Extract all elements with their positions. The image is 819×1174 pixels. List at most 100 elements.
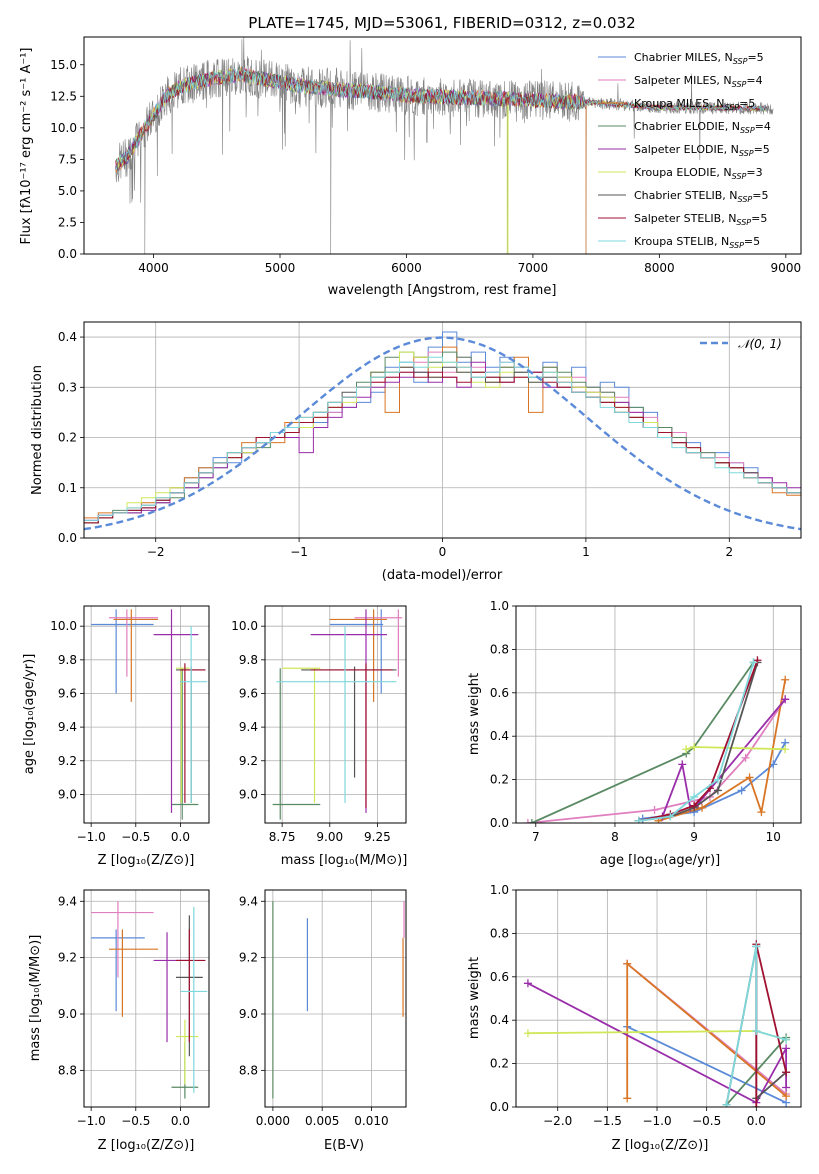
wAge-ytick-label: 0.4 <box>490 729 509 743</box>
ageM-xtick-label: 9.25 <box>364 830 391 844</box>
wAge-series-marker <box>690 801 699 810</box>
wAge-ytick-label: 0.6 <box>490 686 509 700</box>
wZ-series-marker <box>523 979 532 988</box>
wZ-ytick-label: 0.8 <box>490 926 509 940</box>
wZ-series-line <box>725 946 787 1105</box>
wZ-series-marker <box>523 1029 532 1038</box>
weight-vs-age-panel: age [log₁₀(age/yr)] mass weight 7 8 9 10 0.0… <box>467 599 802 868</box>
age-vs-mass-panel: mass [log₁₀(M/M⊙)] 8.75 9.00 9.25 9.0 9.2 9.4… <box>231 605 407 868</box>
wAge-ytick-label: 1.0 <box>490 599 509 613</box>
mass-vs-z-panel: Z [log₁₀(Z/Z⊙)] mass [log₁₀(M/M⊙)] −1.0 −… <box>28 889 210 1153</box>
wAge-frame <box>515 605 802 824</box>
wZ-series-marker <box>782 1044 791 1053</box>
wAge-series-marker <box>781 695 790 704</box>
wAge-series-marker <box>650 805 659 814</box>
wAge-series-marker <box>634 816 643 823</box>
spectrum-xtick-label: 7000 <box>518 261 549 275</box>
spectrum-model-line <box>115 66 767 254</box>
ageM-ytick-label: 9.0 <box>239 787 258 801</box>
wAge-series-marker <box>690 743 699 752</box>
massE-xtick-label: 0.000 <box>256 1114 290 1128</box>
wZ-series-marker <box>782 1083 791 1092</box>
ageM-ytick-label: 9.6 <box>239 686 258 700</box>
spectrum-xlabel: wavelength [Angstrom, rest frame] <box>328 283 557 298</box>
residuals-hist <box>84 366 801 524</box>
ageZ-plot-area <box>91 609 208 820</box>
ageZ-ytick-label: 9.4 <box>58 720 77 734</box>
wZ-series-marker <box>752 1103 761 1107</box>
wAge-xtick-label: 9 <box>690 830 698 844</box>
massE-ytick-label: 9.2 <box>239 951 258 965</box>
wZ-ytick-label: 0.6 <box>490 970 509 984</box>
massZ-ytick-label: 9.4 <box>58 894 77 908</box>
mass-vs-z-ylabel: mass [log₁₀(M/M⊙)] <box>28 935 43 1062</box>
ageM-ytick-label: 9.8 <box>239 653 258 667</box>
wAge-series-marker <box>781 675 790 684</box>
mass-vs-z-xlabel: Z [log₁₀(Z/Z⊙)] <box>98 1138 195 1153</box>
wZ-ytick-label: 1.0 <box>490 883 509 897</box>
spectrum-xtick-label: 8000 <box>644 261 675 275</box>
spectrum-ytick-label: 0.0 <box>58 247 77 261</box>
residuals-ytick-label: 0.3 <box>58 380 77 394</box>
residuals-xtick-label: 1 <box>582 545 590 559</box>
spectrum-ytick-label: 2.5 <box>58 215 77 229</box>
massE-frame <box>264 889 407 1108</box>
ageZ-xtick-label: 0.0 <box>171 830 190 844</box>
spectrum-legend-label: Chabrier ELODIE, NSSP=4 <box>634 120 771 135</box>
wZ-series-marker <box>782 1068 791 1077</box>
wZ-series-marker <box>782 1035 791 1044</box>
massZ-ytick-label: 9.2 <box>58 951 77 965</box>
residuals-xtick-label: 0 <box>439 545 447 559</box>
spectrum-xtick-label: 9000 <box>771 261 802 275</box>
massZ-xtick-label: 0.0 <box>171 1114 190 1128</box>
wAge-series-marker <box>745 773 754 782</box>
spectrum-legend-label: Salpeter MILES, NSSP=4 <box>634 74 763 89</box>
wAge-series-marker <box>523 819 532 823</box>
weight-vs-age-ylabel: mass weight <box>467 673 482 755</box>
wAge-xtick-label: 10 <box>766 830 781 844</box>
wAge-series-marker <box>713 775 722 784</box>
spectrum-panel: PLATE=1745, MJD=53061, FIBERID=0312, z=0… <box>19 14 802 298</box>
mass-vs-ebv-panel: E(B-V) 0.000 0.005 0.010 8.8 9.0 9.2 9.4 <box>239 889 407 1153</box>
ageZ-ytick-label: 9.0 <box>58 787 77 801</box>
massE-plot-area <box>272 901 405 1099</box>
spectrum-legend-label: Kroupa STELIB, NSSP=5 <box>634 235 760 250</box>
spectrum-legend-label: Chabrier STELIB, NSSP=5 <box>634 189 768 204</box>
spectrum-legend-label: Kroupa MILES, NSSP=5 <box>634 97 755 112</box>
wAge-series-marker <box>713 786 722 795</box>
spectrum-ylabel: Flux [fλ10⁻¹⁷ erg cm⁻² s⁻¹ A⁻¹] <box>19 48 34 245</box>
massZ-plot-area <box>91 901 208 1099</box>
wAge-ytick-label: 0.2 <box>490 773 509 787</box>
ageZ-xtick-label: −0.5 <box>121 830 150 844</box>
massZ-ytick-label: 8.8 <box>58 1063 77 1077</box>
residuals-hist <box>84 371 801 524</box>
age-vs-z-ylabel: age [log₁₀(age/yr)] <box>22 654 37 775</box>
wZ-series-marker <box>722 1100 731 1107</box>
residuals-ylabel: Normed distribution <box>30 365 45 495</box>
residuals-hist <box>84 346 801 519</box>
massZ-xtick-label: −1.0 <box>77 1114 106 1128</box>
residuals-ytick-label: 0.2 <box>58 431 77 445</box>
spectrum-legend-label: Salpeter ELODIE, NSSP=5 <box>634 143 770 158</box>
ageM-plot-area <box>272 609 403 820</box>
wAge-series-marker <box>682 745 691 754</box>
wZ-ytick-label: 0.0 <box>490 1100 509 1114</box>
age-vs-z-xlabel: Z [log₁₀(Z/Z⊙)] <box>98 853 195 868</box>
wZ-xtick-label: −0.5 <box>692 1114 721 1128</box>
wZ-xtick-label: −1.5 <box>593 1114 622 1128</box>
residuals-gaussian-curve <box>84 336 801 531</box>
spectrum-ytick-label: 12.5 <box>50 89 77 103</box>
wZ-xtick-label: −1.0 <box>642 1114 671 1128</box>
spectrum-xtick-label: 4000 <box>138 261 169 275</box>
wZ-series-marker <box>623 959 632 968</box>
residuals-xtick-label: −1 <box>290 545 308 559</box>
ageM-xtick-label: 9.00 <box>316 830 343 844</box>
wZ-ytick-label: 0.4 <box>490 1013 509 1027</box>
wAge-series-marker <box>698 803 707 812</box>
ageZ-ytick-label: 9.6 <box>58 686 77 700</box>
ageZ-ytick-label: 10.0 <box>50 619 77 633</box>
residuals-ytick-label: 0.0 <box>58 531 77 545</box>
spectrum-legend-label: Salpeter STELIB, NSSP=5 <box>634 212 767 227</box>
wZ-series-marker <box>752 942 761 951</box>
age-vs-z-panel: Z [log₁₀(Z/Z⊙)] age [log₁₀(age/yr)] −1.0… <box>22 605 210 868</box>
